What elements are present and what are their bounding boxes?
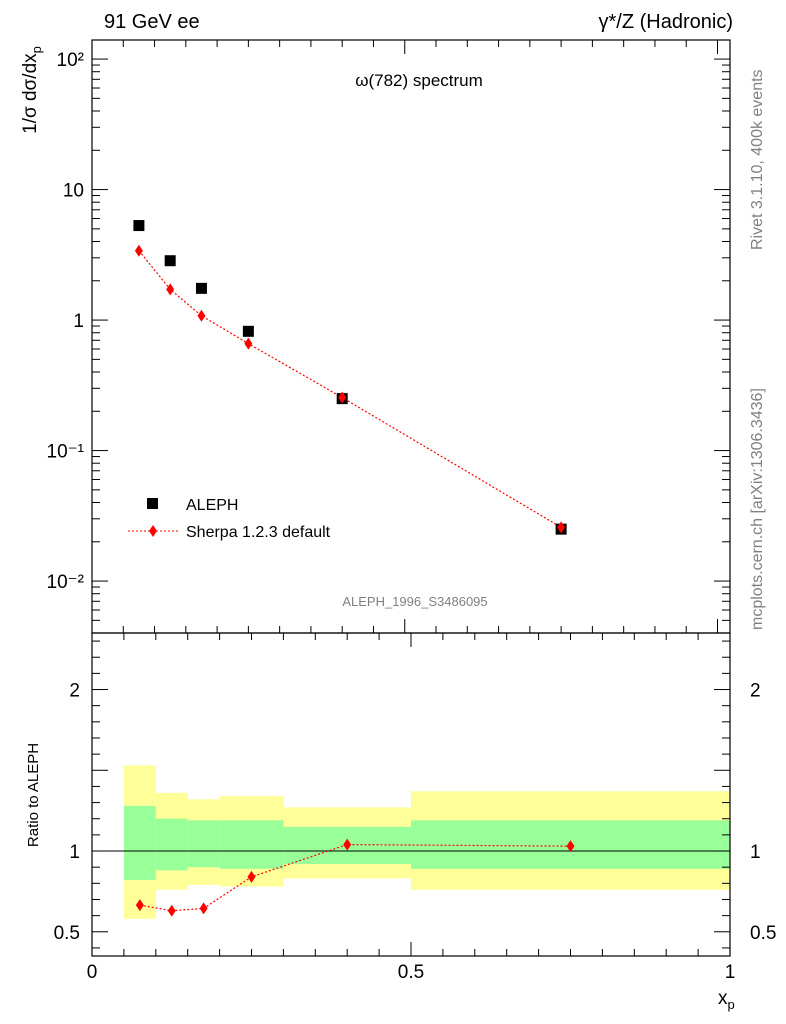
x-tick-label: 0 xyxy=(87,962,98,983)
sherpa-line xyxy=(138,250,562,528)
legend-marker-aleph xyxy=(147,498,158,509)
ratio-panel: 0.5 0.5 1 1 2 2 0 0.5 1 Ratio to ALEPH xp xyxy=(25,632,776,1012)
sherpa-point xyxy=(197,309,206,322)
x-tick-label: 0.5 xyxy=(398,962,424,983)
ratio-y-tick-label-right: 1 xyxy=(750,842,761,863)
ratio-y-axis-label: Ratio to ALEPH xyxy=(25,743,42,847)
main-y-tick-label: 10² xyxy=(57,50,84,71)
main-ticks: 10⁻² 10⁻¹ 1 10 10² xyxy=(47,40,730,634)
ratio-band-inner xyxy=(187,820,220,868)
ratio-y-tick-label: 0.5 xyxy=(54,923,80,944)
ratio-sherpa-point xyxy=(343,838,352,851)
sherpa-point xyxy=(557,521,566,534)
ratio-sherpa-line xyxy=(139,843,571,912)
ratio-y-tick-label-right: 0.5 xyxy=(750,923,776,944)
sherpa-point xyxy=(244,337,253,350)
main-y-tick-label: 10⁻¹ xyxy=(47,442,85,463)
chart-title: ω(782) spectrum xyxy=(355,71,483,90)
legend-label-sherpa: Sherpa 1.2.3 default xyxy=(186,524,331,541)
main-y-tick-label: 1 xyxy=(73,311,84,332)
main-y-tick-label: 10⁻² xyxy=(47,572,85,593)
ratio-sherpa-point xyxy=(247,870,256,883)
header-left: 91 GeV ee xyxy=(104,11,200,33)
ratio-sherpa-point xyxy=(566,840,575,853)
ratio-band-inner xyxy=(123,805,156,881)
x-tick-label: 1 xyxy=(725,962,736,983)
aleph-point xyxy=(133,220,145,232)
ratio-sherpa-point xyxy=(167,904,176,917)
ratio-y-tick-label: 1 xyxy=(69,842,80,863)
sherpa-point xyxy=(166,283,175,296)
analysis-watermark: ALEPH_1996_S3486095 xyxy=(342,594,487,609)
aleph-point xyxy=(164,255,176,267)
x-axis-label: xp xyxy=(718,988,735,1012)
ratio-series xyxy=(135,838,575,917)
legend-label-aleph: ALEPH xyxy=(186,497,238,514)
sherpa-point xyxy=(338,391,347,404)
ratio-bands xyxy=(123,765,730,919)
ratio-sherpa-point xyxy=(135,899,144,912)
ratio-band-inner xyxy=(155,818,188,871)
main-frame xyxy=(91,39,731,634)
ratio-band-inner xyxy=(219,820,284,869)
aleph-point xyxy=(242,325,254,337)
sherpa-point xyxy=(134,244,143,257)
ratio-y-tick-label: 2 xyxy=(69,681,80,702)
header-right: γ*/Z (Hadronic) xyxy=(599,11,733,33)
ratio-y-tick-label-right: 2 xyxy=(750,681,761,702)
ratio-sherpa-point xyxy=(199,902,208,915)
legend-marker-sherpa xyxy=(149,525,157,537)
main-series xyxy=(133,220,567,535)
main-panel: ω(782) spectrum ALEPH_1996_S3486095 1/σ … xyxy=(20,39,731,634)
ratio-ticks: 0.5 0.5 1 1 2 2 0 0.5 1 xyxy=(54,633,776,983)
legend: ALEPH Sherpa 1.2.3 default xyxy=(128,497,331,541)
main-y-axis-label: 1/σ dσ/dxp xyxy=(20,46,44,134)
mcplots-label: mcplots.cern.ch [arXiv:1306.3436] xyxy=(749,388,766,630)
aleph-point xyxy=(195,282,207,294)
rivet-version-label: Rivet 3.1.10, 400k events xyxy=(749,69,766,250)
main-y-tick-label: 10 xyxy=(63,181,84,202)
